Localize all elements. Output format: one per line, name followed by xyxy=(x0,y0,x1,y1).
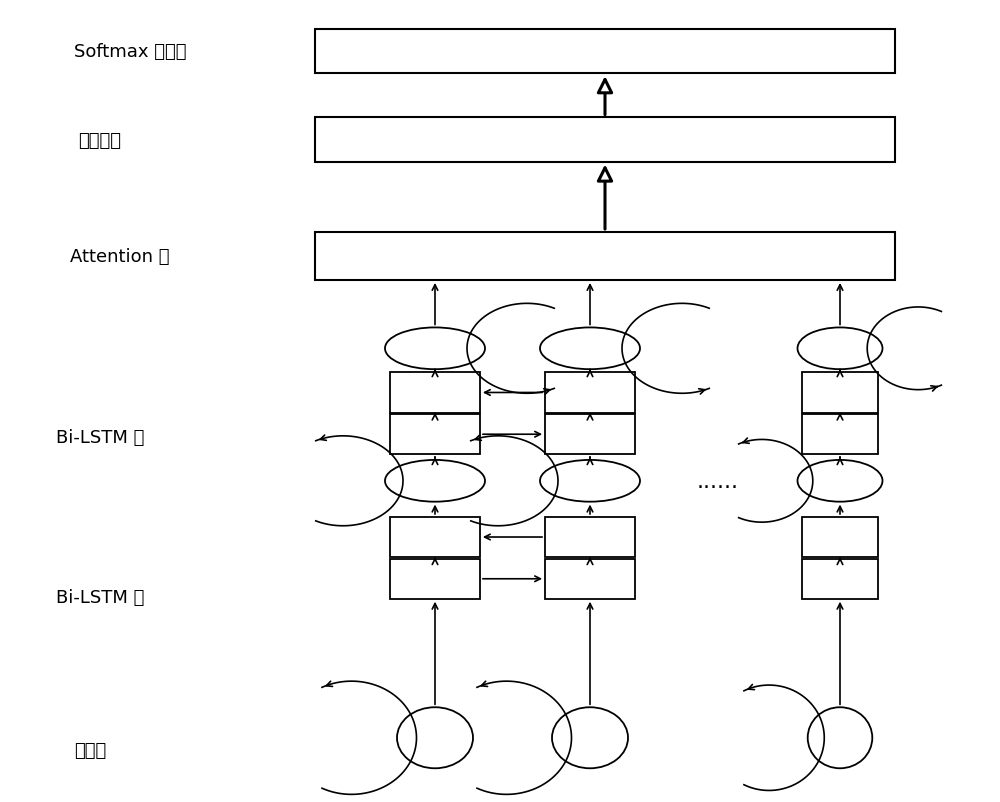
Bar xyxy=(315,30,895,74)
Bar xyxy=(315,233,895,281)
Bar xyxy=(390,415,480,455)
Ellipse shape xyxy=(397,707,473,768)
Text: Bi-LSTM 层: Bi-LSTM 层 xyxy=(56,428,144,446)
Text: 输入层: 输入层 xyxy=(74,741,106,759)
Bar xyxy=(802,373,878,413)
Bar xyxy=(390,559,480,599)
Bar xyxy=(802,517,878,557)
Ellipse shape xyxy=(540,328,640,370)
Ellipse shape xyxy=(552,707,628,768)
Ellipse shape xyxy=(385,328,485,370)
Bar xyxy=(545,559,635,599)
Bar xyxy=(545,373,635,413)
Bar xyxy=(390,517,480,557)
Text: Bi-LSTM 层: Bi-LSTM 层 xyxy=(56,589,144,606)
Ellipse shape xyxy=(385,460,485,502)
Text: Softmax 分类层: Softmax 分类层 xyxy=(74,43,186,61)
Ellipse shape xyxy=(798,460,883,502)
Bar xyxy=(802,559,878,599)
Ellipse shape xyxy=(798,328,883,370)
Bar xyxy=(545,517,635,557)
Bar xyxy=(802,415,878,455)
Ellipse shape xyxy=(540,460,640,502)
Bar xyxy=(545,415,635,455)
Bar xyxy=(390,373,480,413)
Text: 全连接层: 全连接层 xyxy=(78,132,122,149)
Text: Attention 层: Attention 层 xyxy=(70,248,170,265)
Ellipse shape xyxy=(808,707,872,768)
Text: ......: ...... xyxy=(697,472,739,491)
Bar xyxy=(315,118,895,162)
